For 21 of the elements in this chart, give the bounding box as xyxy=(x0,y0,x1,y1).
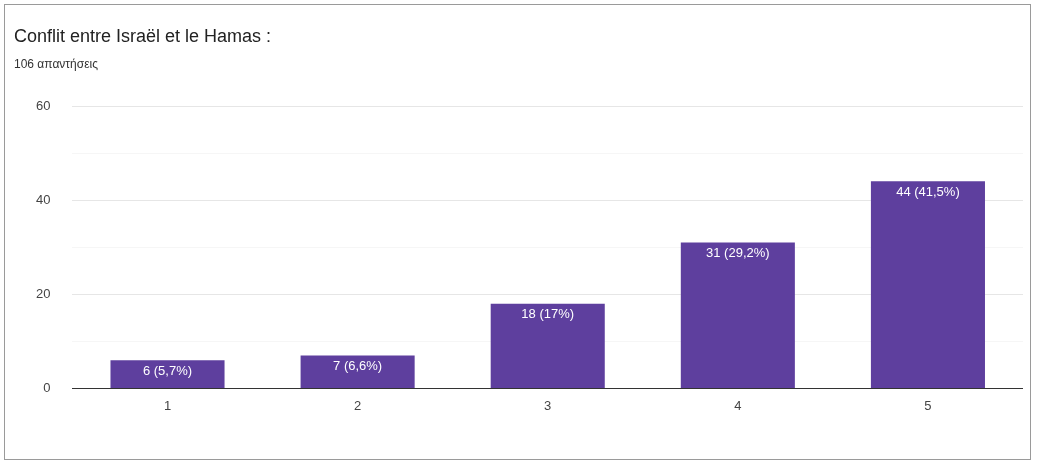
chart-subtitle: 106 απαντήσεις xyxy=(14,57,99,72)
y-tick-label: 0 xyxy=(43,379,51,395)
x-tick-label: 1 xyxy=(163,397,172,413)
x-tick-label: 5 xyxy=(924,397,932,413)
x-tick-label: 4 xyxy=(734,397,742,413)
data-label: 7 (6,6%) xyxy=(333,358,383,374)
y-tick-label: 60 xyxy=(35,97,51,113)
data-label: 6 (5,7%) xyxy=(142,362,193,378)
x-tick-label: 2 xyxy=(354,397,362,413)
bar xyxy=(680,242,795,388)
y-tick-label: 20 xyxy=(35,285,51,301)
bar xyxy=(870,181,985,388)
x-tick-label: 3 xyxy=(544,397,552,413)
data-label: 31 (29,2%) xyxy=(706,245,770,261)
data-label: 44 (41,5%) xyxy=(896,183,960,199)
y-tick-label: 40 xyxy=(35,191,51,207)
bar xyxy=(110,360,225,388)
bar xyxy=(490,303,605,388)
data-label: 18 (17%) xyxy=(521,306,575,322)
chart-title: Conflit entre Israël et le Hamas : xyxy=(14,25,272,46)
bar xyxy=(300,355,415,388)
